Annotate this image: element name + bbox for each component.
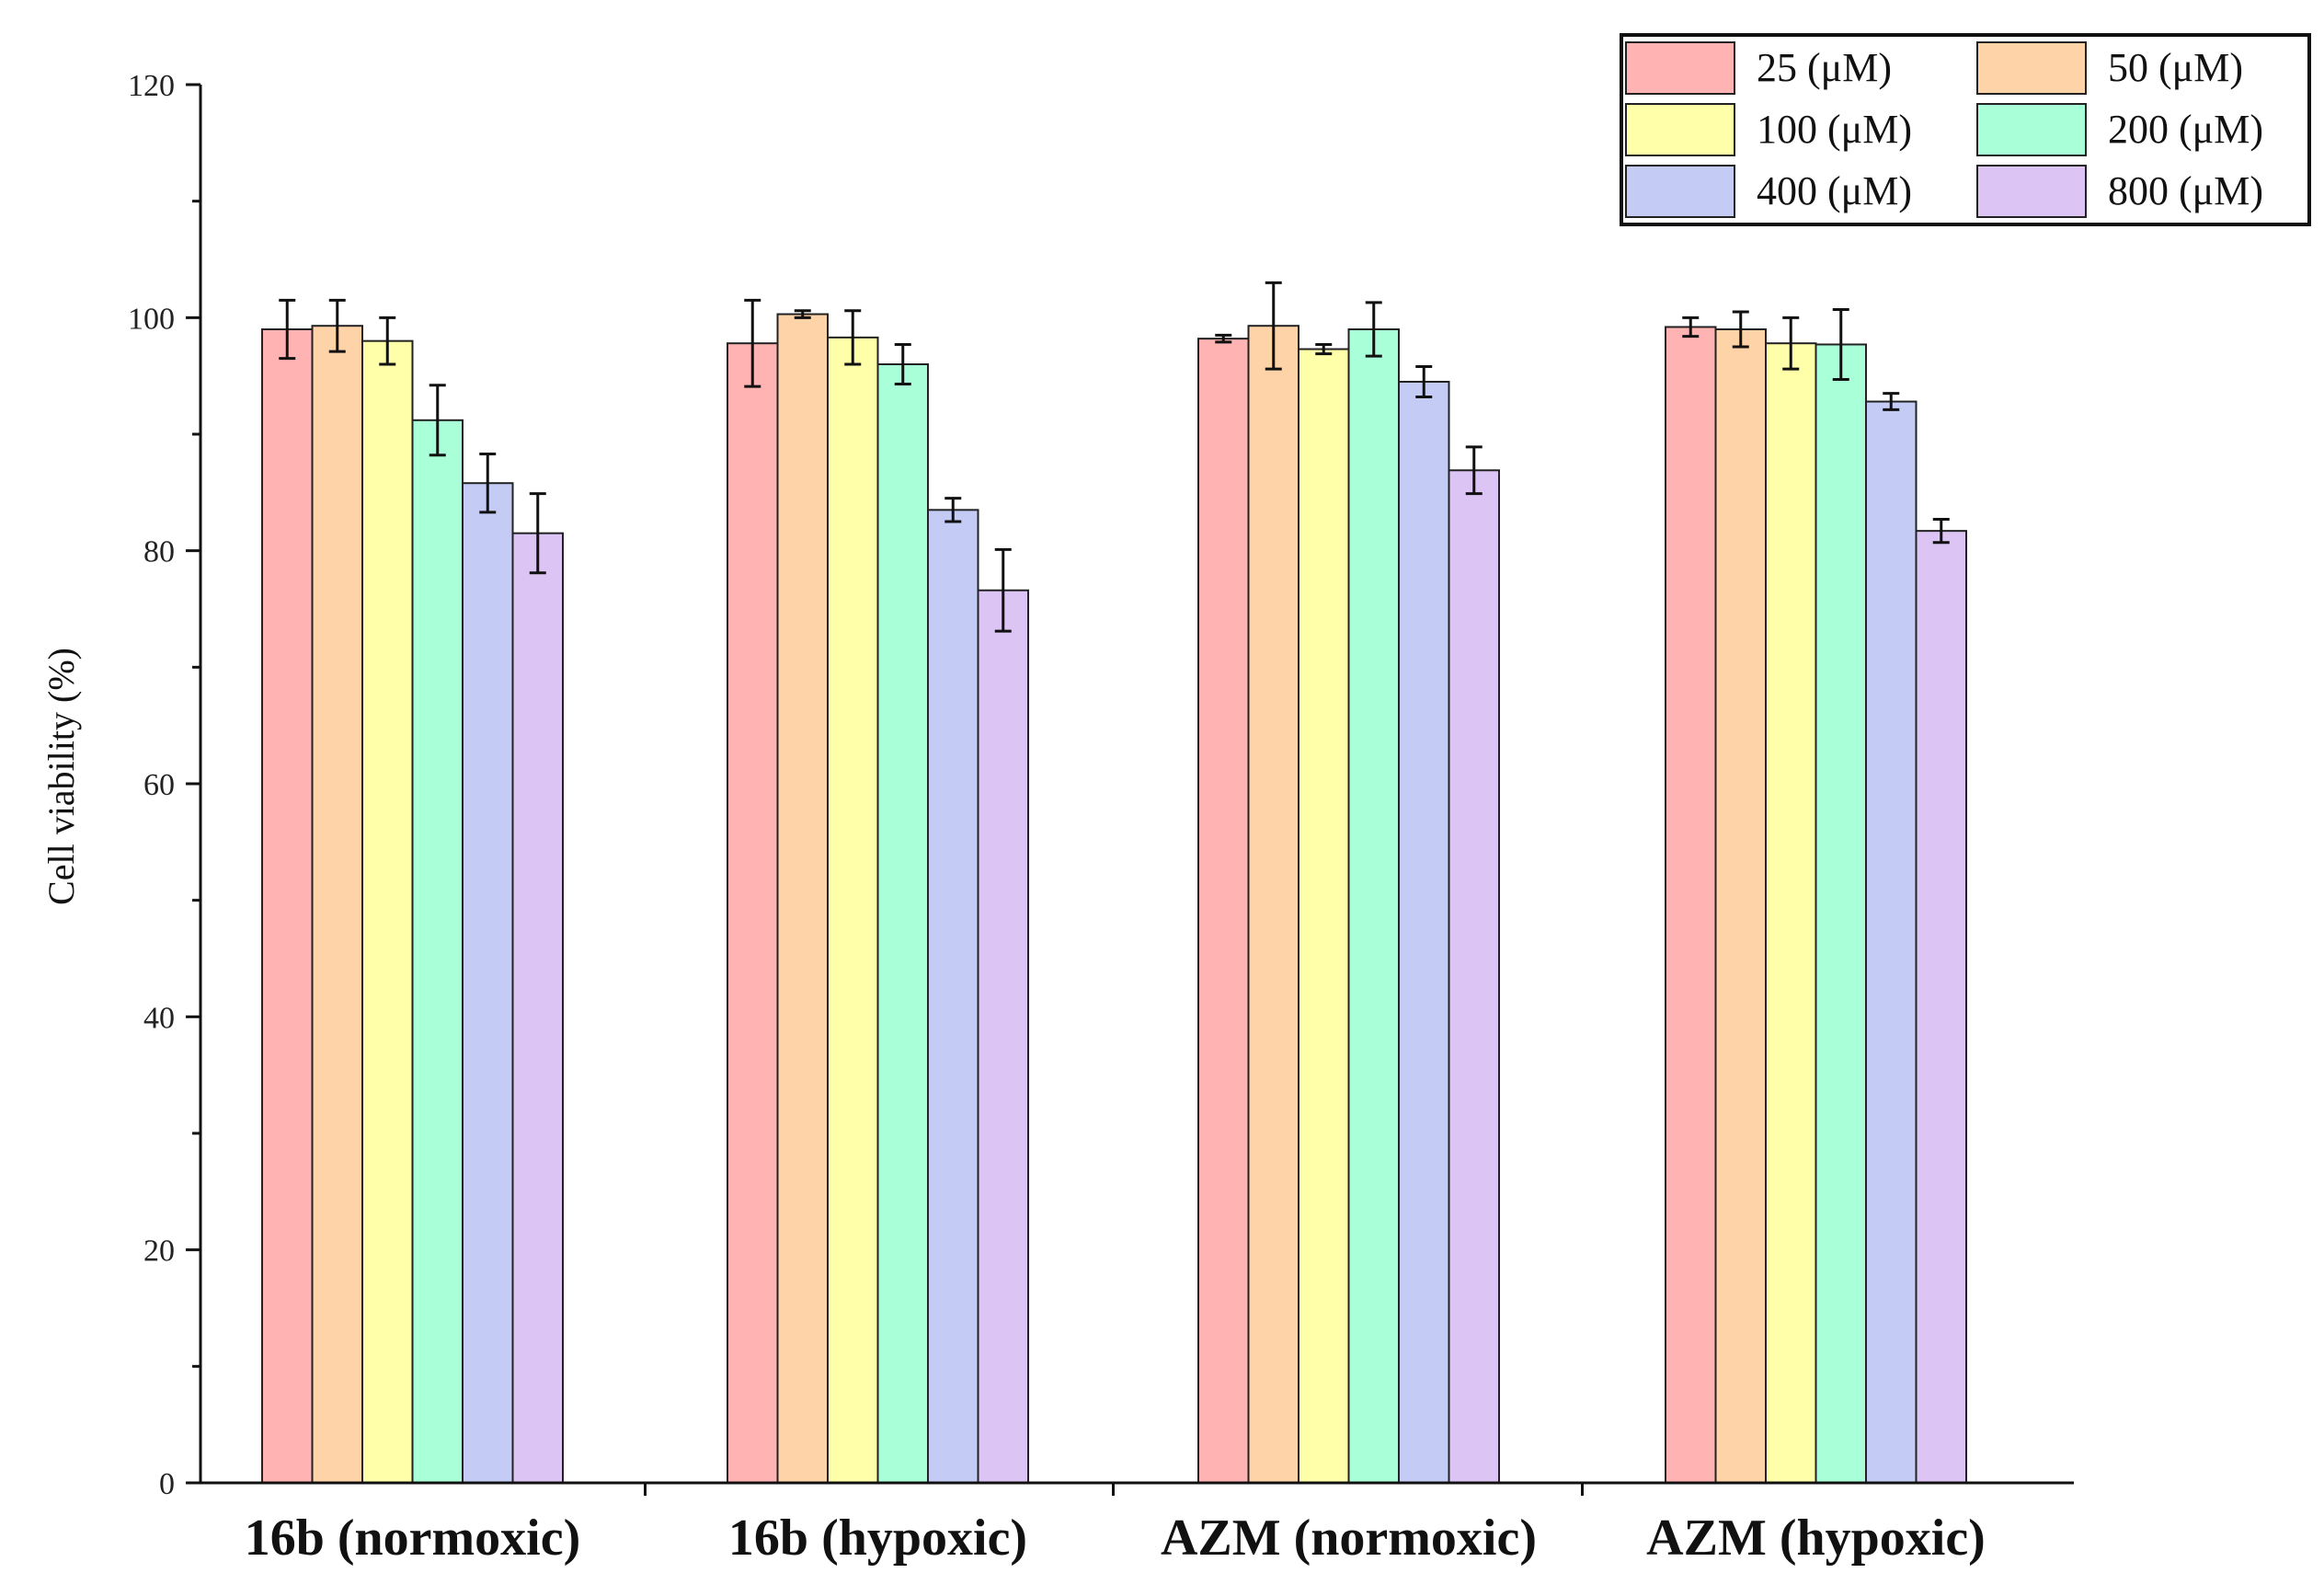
error-bar [1732,310,1749,349]
error-bar [429,384,446,457]
error-bar [1682,316,1700,339]
error-bar [1415,365,1433,398]
legend-swatch [1976,165,2087,218]
legend-swatch [1625,41,1735,95]
x-category-label: 16b (hypoxic) [728,1510,1027,1567]
error-bar [1883,392,1900,411]
legend-item: 100 (μM) [1625,103,1912,156]
error-bar [379,316,396,366]
bar [1765,342,1817,1485]
legend-item: 200 (μM) [1976,103,2263,156]
bar [1915,530,1967,1485]
y-tick-label: 80 [143,535,175,569]
error-bar [479,453,497,514]
y-tick-label: 40 [143,1001,175,1035]
y-tick-label: 120 [128,69,175,103]
error-bar [1932,517,1950,545]
error-bar [994,547,1012,633]
error-bar [844,309,862,366]
legend-label: 800 (μM) [2108,168,2263,213]
bar [727,342,779,1485]
legend-item: 400 (μM) [1625,165,1912,218]
error-bar [1465,445,1483,496]
legend-label: 100 (μM) [1757,107,1912,152]
x-category-label: AZM (hypoxic) [1646,1510,1986,1567]
bar [927,509,979,1484]
error-bar [1215,333,1232,344]
bar [1815,343,1867,1484]
bar [411,419,464,1484]
y-tick-label: 60 [143,768,175,802]
error-bar [328,298,346,353]
error-bar [1365,301,1382,358]
error-bar [279,298,296,361]
bar [1347,328,1400,1484]
bar [1298,348,1350,1484]
bar [361,339,414,1485]
x-category-label: 16b (normoxic) [245,1510,581,1567]
legend-swatch [1976,103,2087,156]
bar [1398,381,1450,1484]
legend-item: 25 (μM) [1625,41,1892,95]
bar [311,325,363,1485]
axes-layer: 0 20 40 60 80 100 120 16b (normoxic) 16b (hypoxi… [128,69,2074,1567]
bar [776,313,829,1484]
error-bars-layer [279,281,1950,633]
legend-label: 400 (μM) [1757,168,1912,213]
bar [1665,326,1717,1484]
legend-swatch [1625,103,1735,156]
legend-swatch [1625,165,1735,218]
bar [876,363,929,1484]
bar [1714,328,1767,1484]
bar [1448,469,1500,1484]
x-category-label: AZM (normoxic) [1161,1510,1537,1567]
error-bar [1265,281,1282,371]
legend: 25 (μM) 50 (μM) 100 (μM) 200 (μM) 400 (μM) 80… [1620,33,2311,226]
y-axis-title: Cell viability (%) [40,648,82,905]
bar [261,328,314,1484]
y-tick-label: 0 [159,1467,175,1501]
bar [1197,338,1250,1485]
y-tick-label: 100 [128,302,175,336]
bar [1247,325,1299,1485]
legend-item: 50 (μM) [1976,41,2243,95]
legend-box [1620,33,2311,226]
bar [511,532,564,1485]
bar [977,589,1029,1484]
error-bar [794,309,811,319]
error-bar [894,342,911,386]
legend-label: 25 (μM) [1757,45,1892,90]
error-bar [744,298,761,388]
bar [462,482,514,1485]
error-bar [529,492,546,575]
y-tick-label: 20 [143,1234,175,1269]
error-bar [1832,307,1849,381]
legend-swatch [1976,41,2087,95]
bar [1865,400,1918,1484]
error-bar [1782,316,1800,371]
bars-layer [261,313,1967,1485]
error-bar [1315,342,1333,356]
legend-label: 50 (μM) [2108,45,2243,90]
error-bar [944,497,962,523]
legend-item: 800 (μM) [1976,165,2263,218]
bar [827,336,879,1484]
legend-label: 200 (μM) [2108,107,2263,152]
